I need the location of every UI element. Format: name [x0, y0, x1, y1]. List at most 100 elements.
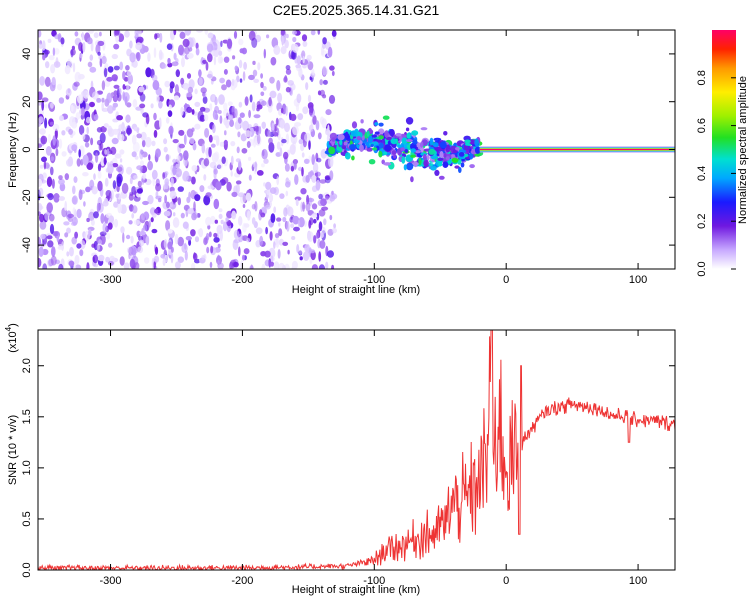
heatmap-cell [448, 159, 453, 164]
heatmap-cell [101, 55, 107, 65]
heatmap-cell [460, 162, 465, 168]
heatmap-cell [145, 136, 152, 148]
heatmap-cell [50, 255, 57, 266]
heatmap-cell [310, 214, 318, 219]
heatmap-cell [172, 212, 176, 217]
heatmap-cell [58, 178, 65, 185]
heatmap-cell [324, 176, 331, 184]
heatmap-cell [319, 116, 325, 125]
heatmap-cell [328, 156, 334, 168]
heatmap-cell [187, 208, 194, 215]
heatmap-cell [474, 138, 479, 147]
heatmap-cell [68, 260, 75, 267]
heatmap-cell [208, 231, 212, 238]
heatmap-cell [216, 254, 221, 266]
heatmap-cell [209, 103, 213, 111]
heatmap-cell [400, 147, 405, 152]
heatmap-cell [296, 244, 300, 254]
heatmap-cell [222, 221, 228, 232]
heatmap-cell [207, 32, 214, 39]
heatmap-cell [213, 56, 217, 66]
heatmap-cell [321, 206, 329, 211]
heatmap-cell [311, 264, 318, 269]
heatmap-cell [126, 84, 130, 91]
heatmap-cell [115, 193, 119, 199]
heatmap-cell [356, 136, 361, 141]
chart-title: C2E5.2025.365.14.31.G21 [273, 2, 440, 18]
heatmap-cell [284, 39, 289, 49]
heatmap-cell [142, 224, 148, 231]
heatmap-cell [86, 37, 93, 45]
heatmap-cell [306, 54, 312, 61]
heatmap-cell [219, 141, 225, 147]
heatmap-cell [186, 73, 192, 79]
heatmap-cell [129, 52, 136, 63]
heatmap-cell [411, 130, 419, 136]
heatmap-cell [230, 141, 236, 147]
heatmap-cell [292, 125, 299, 136]
heatmap-cell [433, 137, 442, 142]
heatmap-cell [140, 106, 144, 115]
heatmap-cell [258, 126, 262, 135]
heatmap-cell [89, 101, 95, 108]
heatmap-cell [173, 30, 177, 36]
heatmap-cell [51, 178, 55, 189]
heatmap-cell [96, 97, 102, 103]
heatmap-cell [210, 245, 214, 254]
heatmap-cell [170, 252, 174, 264]
heatmap-cell [139, 160, 145, 167]
heatmap-cell [464, 139, 471, 144]
heatmap-cell [372, 134, 377, 138]
heatmap-cell [136, 128, 140, 134]
colorbar-tick-label: 0.8 [696, 70, 708, 85]
heatmap-cell [184, 30, 192, 36]
heatmap-cell [269, 90, 277, 99]
heatmap-cell [67, 88, 71, 94]
heatmap-cell [423, 159, 429, 167]
heatmap-cell [112, 128, 119, 135]
heatmap-cell [168, 104, 172, 110]
heatmap-cell [93, 114, 99, 121]
heatmap-cell [328, 146, 336, 155]
heatmap-cell [265, 226, 268, 235]
heatmap-cell [204, 30, 208, 35]
heatmap-cell [248, 109, 252, 119]
heatmap-cell [242, 71, 246, 81]
heatmap-cell [167, 241, 173, 250]
heatmap-cell [383, 162, 392, 166]
heatmap-cell [276, 80, 281, 91]
heatmap-cell [250, 264, 254, 269]
heatmap-cell [177, 236, 184, 247]
heatmap-cell [257, 133, 261, 145]
heatmap-cell [119, 134, 125, 142]
heatmap-cell [233, 108, 238, 118]
heatmap-cell [318, 193, 323, 200]
heatmap-cell [72, 185, 76, 195]
heatmap-cell [57, 33, 62, 43]
heatmap-cell [51, 246, 56, 257]
heatmap-cell [126, 70, 132, 77]
heatmap-cell [401, 137, 408, 145]
heatmap-cell [158, 197, 162, 203]
heatmap-cell [201, 143, 206, 154]
heatmap-cell [163, 210, 171, 217]
heatmap-cell [119, 256, 125, 266]
heatmap-cell [185, 236, 192, 241]
heatmap-cell [145, 235, 150, 246]
snr-xtick-label: -100 [363, 575, 385, 587]
svg-text:(x104): (x104) [4, 323, 19, 353]
heatmap-cell [70, 221, 77, 226]
heatmap-cell [179, 31, 186, 39]
spectrogram-ytick-label: -20 [21, 189, 33, 205]
heatmap-cell [265, 181, 272, 190]
heatmap-cell [111, 163, 119, 168]
heatmap-cell [455, 147, 460, 151]
heatmap-cell [70, 104, 74, 113]
heatmap-cell [212, 124, 216, 134]
heatmap-cell [141, 139, 146, 148]
heatmap-cell [217, 159, 224, 170]
heatmap-cell [214, 105, 220, 114]
heatmap-cell [213, 151, 220, 161]
heatmap-cell [293, 160, 297, 170]
heatmap-cell [243, 248, 250, 255]
